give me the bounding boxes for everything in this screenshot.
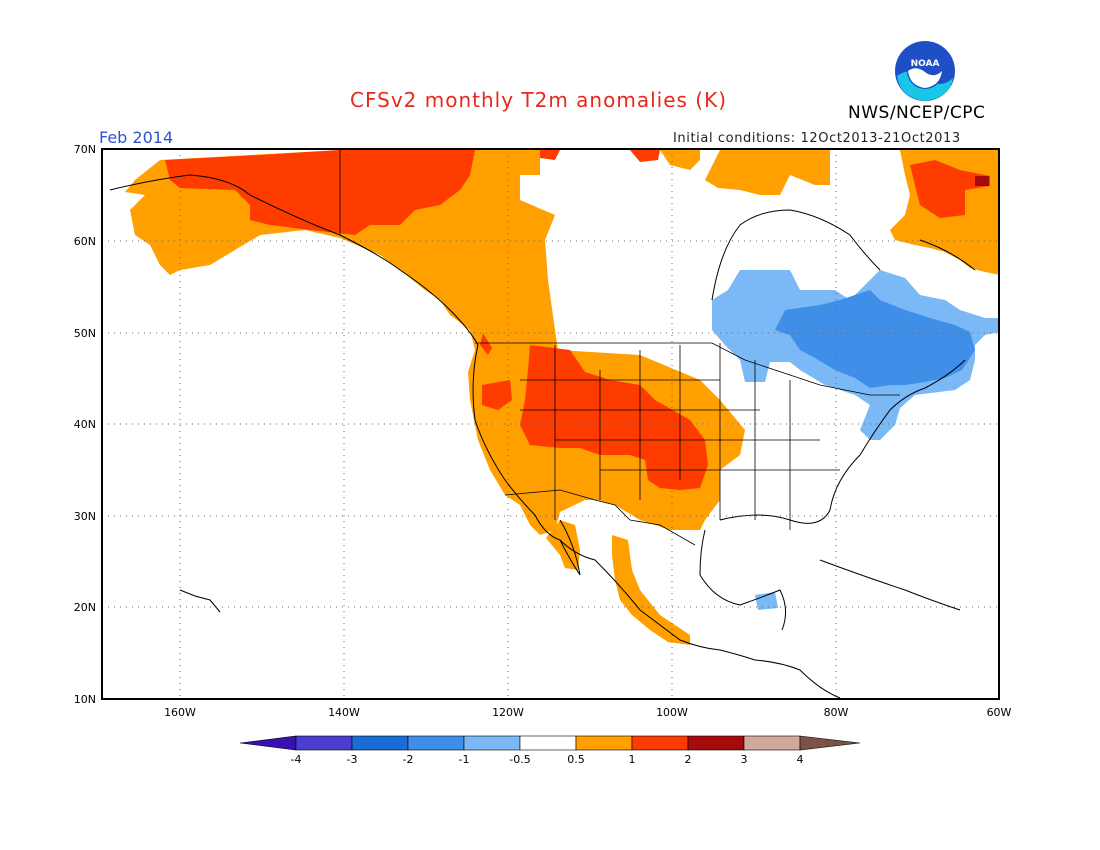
lon-label: 140W [328,706,360,719]
lon-axis-labels: 160W 140W 120W 100W 80W 60W [164,706,1011,719]
map-title: CFSv2 monthly T2m anomalies (K) [350,88,727,112]
colorbar-swatch [687,735,745,751]
colorbar-swatch [407,735,465,751]
lon-label: 100W [656,706,688,719]
lat-label: 40N [74,418,96,431]
colorbar-swatch [519,735,577,751]
colorbar-label: 2 [685,753,692,766]
initial-conditions: Initial conditions: 12Oct2013-21Oct2013 [673,131,961,146]
lat-label: 60N [74,235,96,248]
coastlines [109,174,976,699]
colorbar-swatch [631,735,689,751]
anomaly-fields [109,150,999,699]
colorbar-label: -4 [291,753,302,766]
noaa-logo: NOAA [895,41,955,101]
lat-label: 10N [74,693,96,706]
lon-label: 160W [164,706,196,719]
lat-label: 50N [74,327,96,340]
anomaly-warm-dark [975,176,989,186]
anomaly-cool-mid [775,290,975,388]
lon-label: 120W [492,706,524,719]
noaa-logo-text: NOAA [911,59,940,69]
lon-label: 80W [824,706,849,719]
colorbar-swatches [239,735,861,751]
colorbar-labels: -4 -3 -2 -1 -0.5 0.5 1 2 3 4 [291,753,804,766]
forecast-period: Feb 2014 [99,128,174,147]
lat-label: 30N [74,510,96,523]
colorbar-label: 1 [629,753,636,766]
lat-label: 20N [74,601,96,614]
lon-label: 60W [987,706,1012,719]
lat-axis-labels: 70N 60N 50N 40N 30N 20N 10N [74,143,96,706]
colorbar-label: 3 [741,753,748,766]
colorbar-label: -2 [403,753,414,766]
agency-label: NWS/NCEP/CPC [848,103,986,123]
colorbar-swatch [743,735,801,751]
colorbar-label: 0.5 [567,753,585,766]
colorbar-swatch-min [239,735,297,751]
colorbar-label: -0.5 [509,753,530,766]
colorbar-swatch [351,735,409,751]
political-borders [339,150,900,546]
colorbar-label: 4 [797,753,804,766]
colorbar-swatch [463,735,521,751]
lat-label: 70N [74,143,96,156]
colorbar-swatch [295,735,353,751]
colorbar-swatch [575,735,633,751]
colorbar-label: -3 [347,753,358,766]
anomaly-warm-mid [165,150,990,490]
colorbar-swatch-max [799,735,861,751]
colorbar-label: -1 [459,753,470,766]
map-frame [101,148,1000,700]
